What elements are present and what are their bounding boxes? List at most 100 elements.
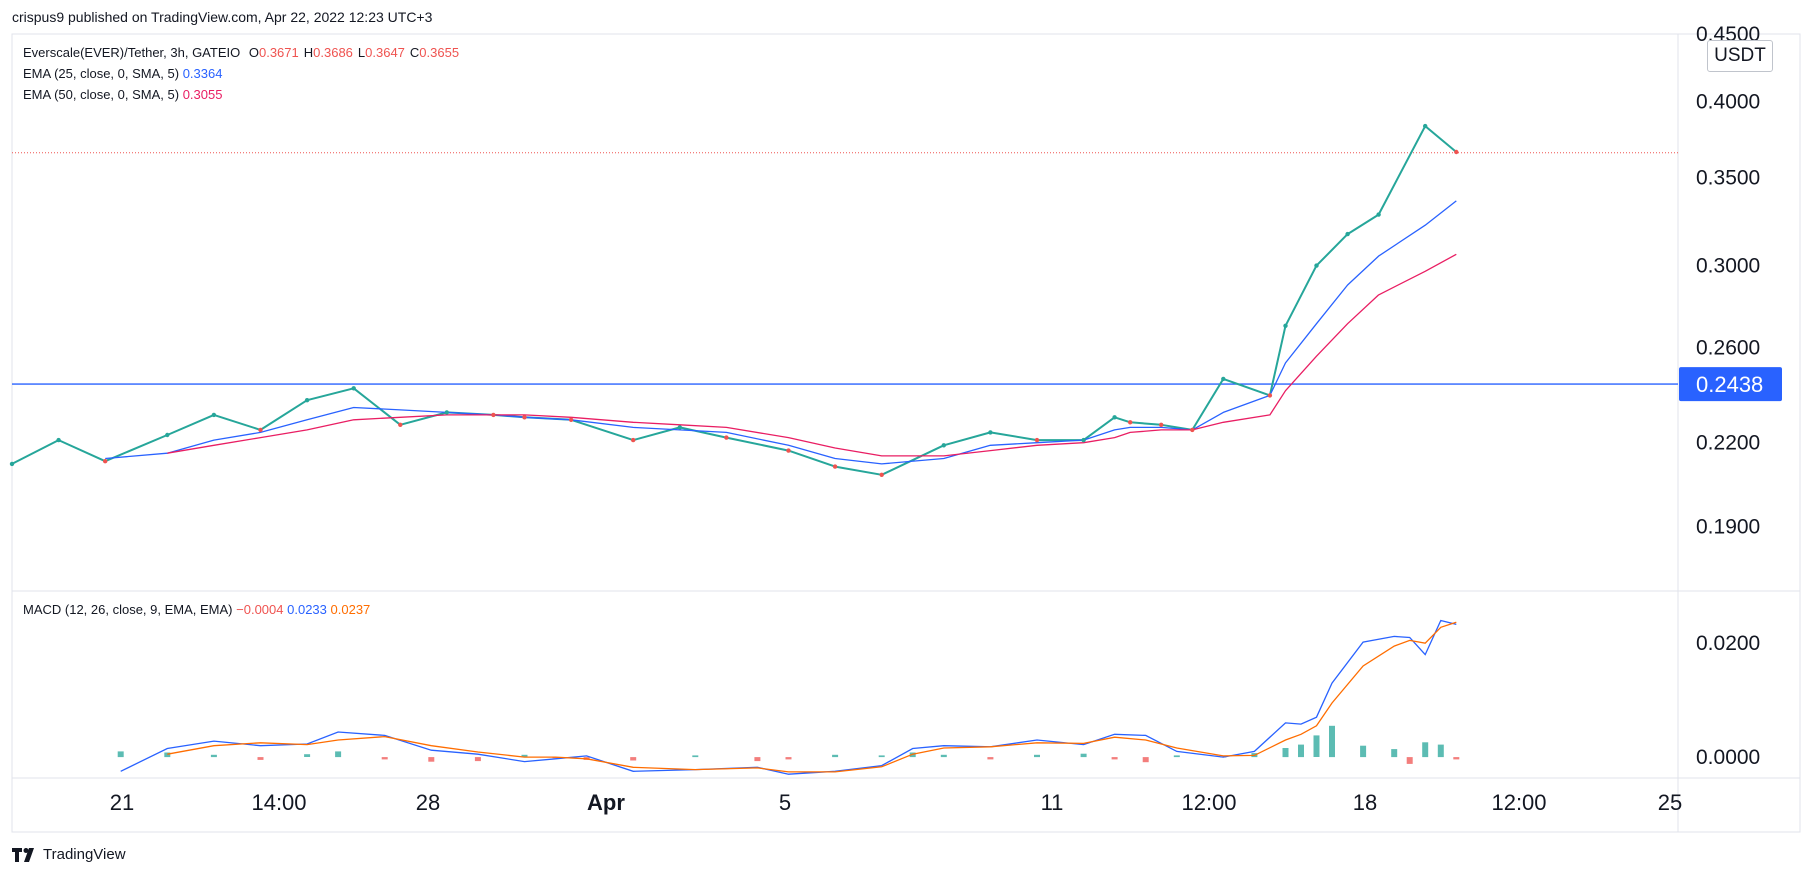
price-point [491, 412, 496, 418]
price-point [1034, 437, 1040, 443]
price-point [879, 472, 884, 477]
price-point [165, 432, 170, 438]
price-point [1112, 415, 1117, 420]
time-tick-label: 11 [1041, 790, 1064, 815]
macd-tick-label: 0.0000 [1696, 746, 1760, 769]
macd-histogram-bar [1360, 745, 1367, 758]
legend-macd: MACD (12, 26, close, 9, EMA, EMA) −0.000… [23, 602, 370, 617]
price-point [724, 435, 729, 440]
legend-symbol-name: Everscale(EVER)/Tether, 3h, GATEIO [23, 45, 241, 60]
macd-histogram-bar [335, 751, 342, 758]
macd-histogram-bar [1453, 757, 1460, 760]
ohlc-value: 0.3671 [258, 45, 299, 60]
price-point [9, 461, 15, 467]
ohlc-l: L0.3647 [358, 45, 405, 60]
price-point [1345, 231, 1350, 237]
current-price-tag [1679, 367, 1782, 402]
time-tick-label: 14:00 [251, 790, 306, 815]
price-point [1159, 422, 1164, 427]
price-point [351, 386, 356, 391]
time-tick-label: 18 [1353, 790, 1377, 815]
macd-histogram-bar [1406, 757, 1413, 764]
macd-histogram-bar [630, 757, 637, 761]
price-tick-label: 0.2200 [1696, 432, 1760, 455]
legend-ohlc: O0.3671 H0.3686 L0.3647 C0.3655 [244, 45, 459, 60]
price-point [677, 425, 682, 430]
price-tick-label: 0.1900 [1696, 516, 1760, 539]
price-point [522, 415, 527, 420]
macd-histogram-bar [1080, 753, 1087, 758]
macd-histogram-bar [474, 757, 481, 762]
macd-histogram-bar [987, 757, 994, 760]
tradingview-logo[interactable]: TradingView [12, 846, 126, 863]
price-point [988, 430, 993, 435]
price-point [444, 410, 449, 415]
price-tick-label: 0.4000 [1696, 90, 1760, 113]
macd-histogram-bar [381, 757, 388, 760]
ohlc-c: C0.3655 [410, 45, 459, 60]
ema50-value: 0.3055 [182, 87, 223, 102]
price-point [786, 448, 791, 453]
price-point [631, 437, 636, 443]
axes: 0.45000.40000.35000.30000.26000.22000.19… [110, 23, 1782, 815]
ohlc-value: 0.3655 [419, 45, 460, 60]
ohlc-value: 0.3686 [313, 45, 353, 60]
price-point [304, 398, 310, 403]
time-tick-label: 5 [779, 790, 791, 815]
macd-histogram-bar [940, 754, 947, 758]
time-tick-label: Apr [587, 790, 625, 815]
macd-histogram-bar [1142, 757, 1149, 763]
macd-histogram-bar [692, 755, 699, 758]
tradingview-logo-text: TradingView [43, 846, 126, 863]
price-point [56, 437, 61, 443]
time-tick-label: 21 [110, 790, 134, 815]
ema25-label: EMA (25, close, 0, SMA, 5) [23, 66, 180, 81]
macd-histogram-bar [1391, 749, 1398, 758]
price-point [1128, 420, 1133, 425]
price-point [1081, 437, 1086, 443]
macd-histogram-bar [1437, 744, 1444, 758]
ohlc-key: C [409, 45, 420, 60]
time-tick-label: 12:00 [1181, 790, 1236, 815]
macd-histogram-bar [428, 757, 435, 762]
price-tick-label: 0.3500 [1696, 167, 1760, 190]
time-tick-label: 25 [1658, 790, 1682, 815]
price-point [1376, 212, 1381, 217]
macd-histogram-bar [754, 757, 761, 762]
legend-ema50: EMA (50, close, 0, SMA, 5) 0.3055 [23, 87, 222, 102]
price-point [832, 464, 838, 469]
price-point [1221, 376, 1226, 382]
macd-histogram-bar [210, 754, 217, 758]
price-point [568, 417, 574, 422]
ema25-line [105, 200, 1457, 465]
macd-histogram-bar [878, 755, 885, 758]
macd-histogram-bar [164, 752, 171, 758]
ema50-line [167, 253, 1457, 457]
macd-line-value: 0.0233 [287, 602, 327, 617]
currency-unit-button[interactable]: USDT [1707, 40, 1773, 72]
time-tick-label: 28 [416, 790, 440, 815]
price-point [1283, 323, 1288, 328]
price-point [398, 422, 403, 427]
price-point [941, 443, 946, 448]
macd-label: MACD (12, 26, close, 9, EMA, EMA) [23, 602, 233, 617]
chart-frame [11, 33, 1801, 833]
ema25-value: 0.3364 [182, 66, 223, 81]
price-point [1423, 123, 1428, 129]
price-tick-label: 0.2600 [1696, 336, 1760, 359]
macd-histogram-bar [257, 757, 264, 760]
ohlc-key: H [303, 45, 314, 60]
macd-histogram-bar [521, 754, 528, 758]
macd-pane [117, 619, 1460, 775]
tradingview-logo-icon [12, 847, 34, 862]
ohlc-value: 0.3647 [365, 45, 405, 60]
macd-histogram-bar [832, 754, 839, 758]
ohlc-key: O [248, 45, 259, 60]
macd-histogram-bar [1111, 757, 1118, 760]
price-tick-label: 0.3000 [1696, 255, 1760, 278]
macd-hist-value: −0.0004 [236, 602, 284, 617]
macd-tick-label: 0.0200 [1696, 632, 1760, 655]
macd-line [120, 619, 1457, 775]
price-point [1190, 427, 1195, 433]
